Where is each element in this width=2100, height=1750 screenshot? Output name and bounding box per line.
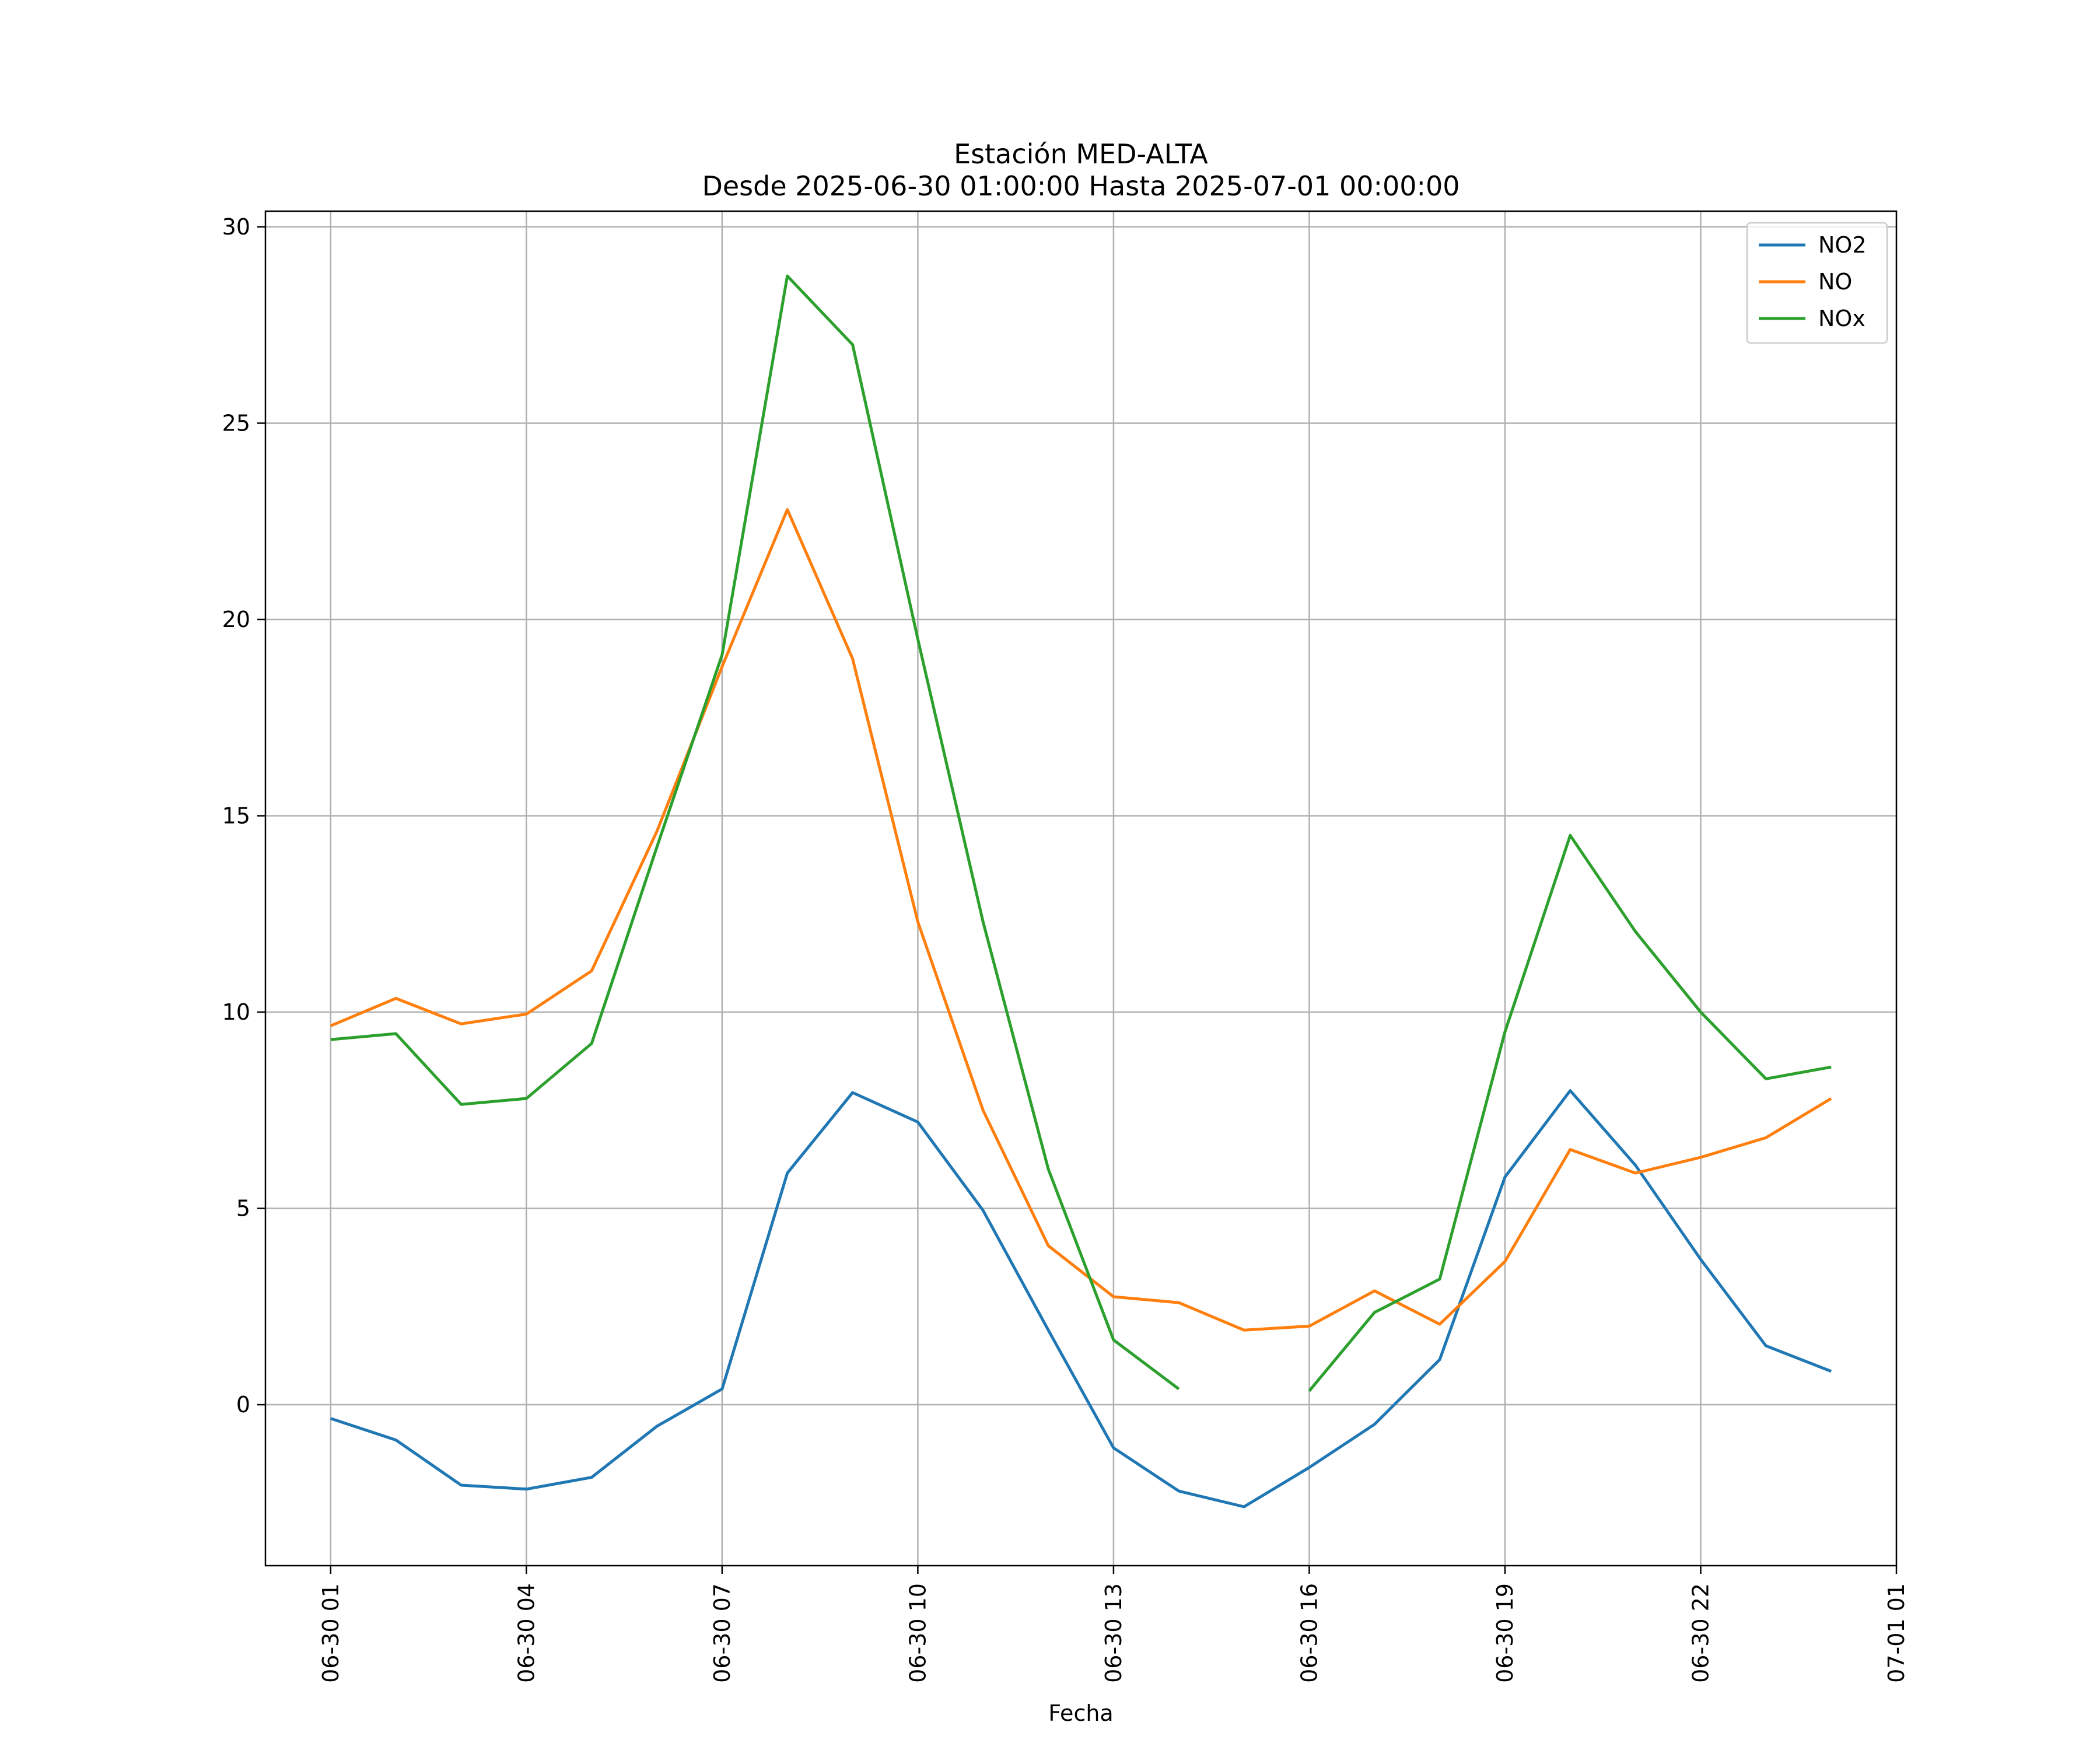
- chart-title-line2: Desde 2025-06-30 01:00:00 Hasta 2025-07-…: [702, 170, 1460, 202]
- legend: NO2 NO NOx: [1746, 222, 1888, 344]
- legend-label-no2: NO2: [1818, 232, 1867, 258]
- x-tick-label: 06-30 01: [318, 1583, 344, 1683]
- plot-frame: [264, 210, 1898, 1567]
- series-line-no2: [330, 1089, 1832, 1508]
- chart-title-line1: Estación MED-ALTA: [954, 138, 1208, 170]
- y-tick-label: 5: [236, 1196, 250, 1222]
- y-tick-label: 15: [222, 803, 250, 828]
- legend-label-no: NO: [1818, 269, 1852, 295]
- x-axis-label: Fecha: [1048, 1700, 1113, 1726]
- x-tick-label: 06-30 13: [1101, 1583, 1126, 1683]
- legend-box: [1746, 222, 1888, 344]
- x-tick-label: 06-30 10: [905, 1583, 930, 1683]
- y-tick-label: 30: [222, 214, 250, 240]
- x-tick-label: 06-30 04: [513, 1583, 539, 1683]
- x-axis: 06-30 01 06-30 04 06-30 07 06-30 10 06-30 13…: [318, 1566, 1909, 1683]
- x-tick-label: 06-30 19: [1492, 1583, 1518, 1683]
- x-tick-label: 06-30 16: [1296, 1583, 1322, 1683]
- x-tick-label: 06-30 07: [709, 1583, 735, 1683]
- series-line-no: [330, 508, 1832, 1332]
- y-tick-label: 25: [222, 410, 250, 436]
- series-line-nox: [330, 274, 1832, 1392]
- y-tick-label: 20: [222, 607, 250, 632]
- x-tick-label: 07-01 01: [1884, 1583, 1909, 1683]
- series-group: [330, 274, 1832, 1508]
- y-axis: 0 5 10 15 20 25 30: [222, 214, 265, 1418]
- y-tick-label: 10: [222, 999, 250, 1025]
- legend-label-nox: NOx: [1818, 306, 1866, 331]
- x-tick-label: 06-30 22: [1688, 1583, 1713, 1683]
- y-tick-label: 0: [236, 1392, 250, 1418]
